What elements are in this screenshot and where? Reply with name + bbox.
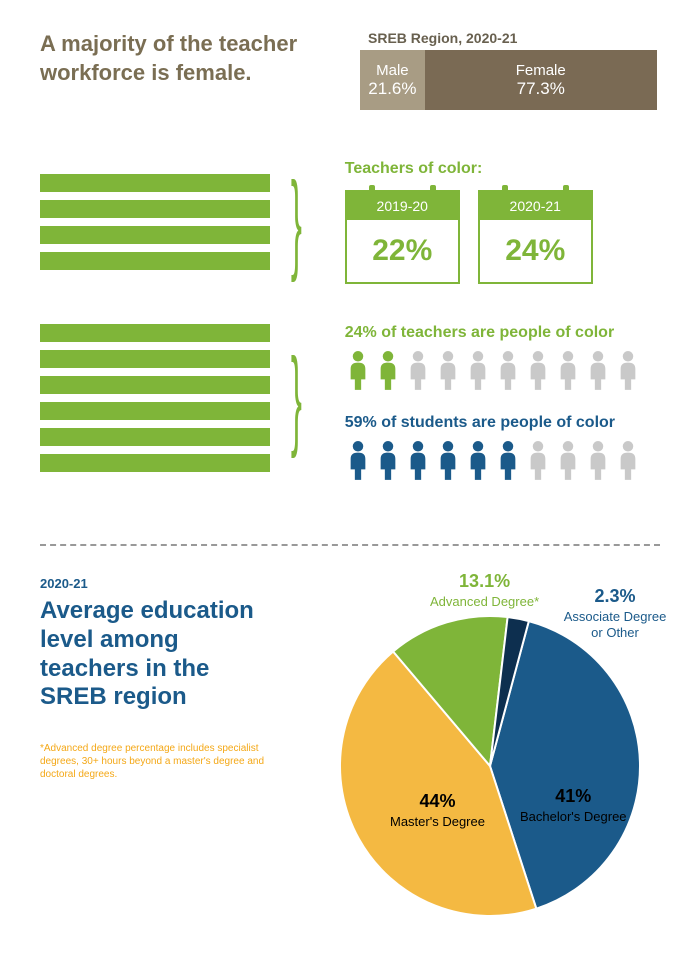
person-icon — [615, 440, 641, 482]
people-title: 24% of teachers are people of color — [345, 324, 660, 342]
pie-label: 13.1%Advanced Degree* — [430, 571, 539, 609]
bar — [40, 324, 270, 342]
icon-row — [345, 440, 660, 482]
toc-label: Teachers of color: — [345, 160, 593, 178]
person-icon — [615, 350, 641, 392]
brace-icon-2: } — [291, 354, 302, 442]
people-section: } 24% of teachers are people of color 59%… — [40, 324, 660, 504]
s4-note: *Advanced degree percentage includes spe… — [40, 742, 280, 781]
pie-label: 41%Bachelor's Degree — [520, 786, 627, 824]
person-icon — [525, 440, 551, 482]
icon-row — [345, 350, 660, 392]
bar — [40, 350, 270, 368]
bars-block-1: } — [40, 174, 315, 270]
person-icon — [405, 440, 431, 482]
gender-seg: Male21.6% — [360, 50, 425, 110]
person-icon — [495, 350, 521, 392]
toc-section: } Teachers of color: 2019-2022%2020-2124… — [40, 160, 660, 284]
person-icon — [465, 440, 491, 482]
s1-right: SREB Region, 2020-21 Male21.6%Female77.3… — [360, 30, 660, 110]
gender-seg: Female77.3% — [425, 50, 657, 110]
person-icon — [375, 350, 401, 392]
s1-title: A majority of the teacher workforce is f… — [40, 30, 340, 87]
bars1 — [40, 174, 270, 270]
bar — [40, 402, 270, 420]
gender-bar: Male21.6%Female77.3% — [360, 50, 660, 110]
person-icon — [585, 440, 611, 482]
s1-bar-label: SREB Region, 2020-21 — [368, 30, 660, 46]
person-icon — [495, 440, 521, 482]
bars2 — [40, 324, 270, 472]
person-icon — [585, 350, 611, 392]
person-icon — [525, 350, 551, 392]
s4-left: 2020-21 Average education level among te… — [40, 576, 280, 936]
s4-title: Average education level among teachers i… — [40, 597, 280, 712]
pie-label: 44%Master's Degree — [390, 791, 485, 829]
person-icon — [375, 440, 401, 482]
bar — [40, 376, 270, 394]
bar — [40, 226, 270, 244]
person-icon — [405, 350, 431, 392]
s4-year: 2020-21 — [40, 576, 280, 591]
bar — [40, 252, 270, 270]
divider — [40, 544, 660, 546]
bar — [40, 428, 270, 446]
education-section: 2020-21 Average education level among te… — [40, 576, 660, 936]
people-block: 24% of teachers are people of color 59% o… — [345, 324, 660, 504]
person-icon — [555, 350, 581, 392]
pie-chart: 41%Bachelor's Degree44%Master's Degree13… — [310, 576, 670, 936]
person-icon — [465, 350, 491, 392]
pie-label: 2.3%Associate Degree or Other — [560, 586, 670, 641]
person-icon — [555, 440, 581, 482]
bar — [40, 200, 270, 218]
s2-right: Teachers of color: 2019-2022%2020-2124% — [345, 160, 593, 284]
s1-left: A majority of the teacher workforce is f… — [40, 30, 340, 87]
person-icon — [435, 440, 461, 482]
calendar-row: 2019-2022%2020-2124% — [345, 190, 593, 284]
person-icon — [435, 350, 461, 392]
people-title: 59% of students are people of color — [345, 414, 660, 432]
calendar-card: 2019-2022% — [345, 190, 460, 284]
calendar-card: 2020-2124% — [478, 190, 593, 284]
brace-icon: } — [291, 178, 302, 266]
person-icon — [345, 350, 371, 392]
bars-block-2: } — [40, 324, 315, 472]
person-icon — [345, 440, 371, 482]
bar — [40, 174, 270, 192]
bar — [40, 454, 270, 472]
gender-section: A majority of the teacher workforce is f… — [40, 30, 660, 110]
